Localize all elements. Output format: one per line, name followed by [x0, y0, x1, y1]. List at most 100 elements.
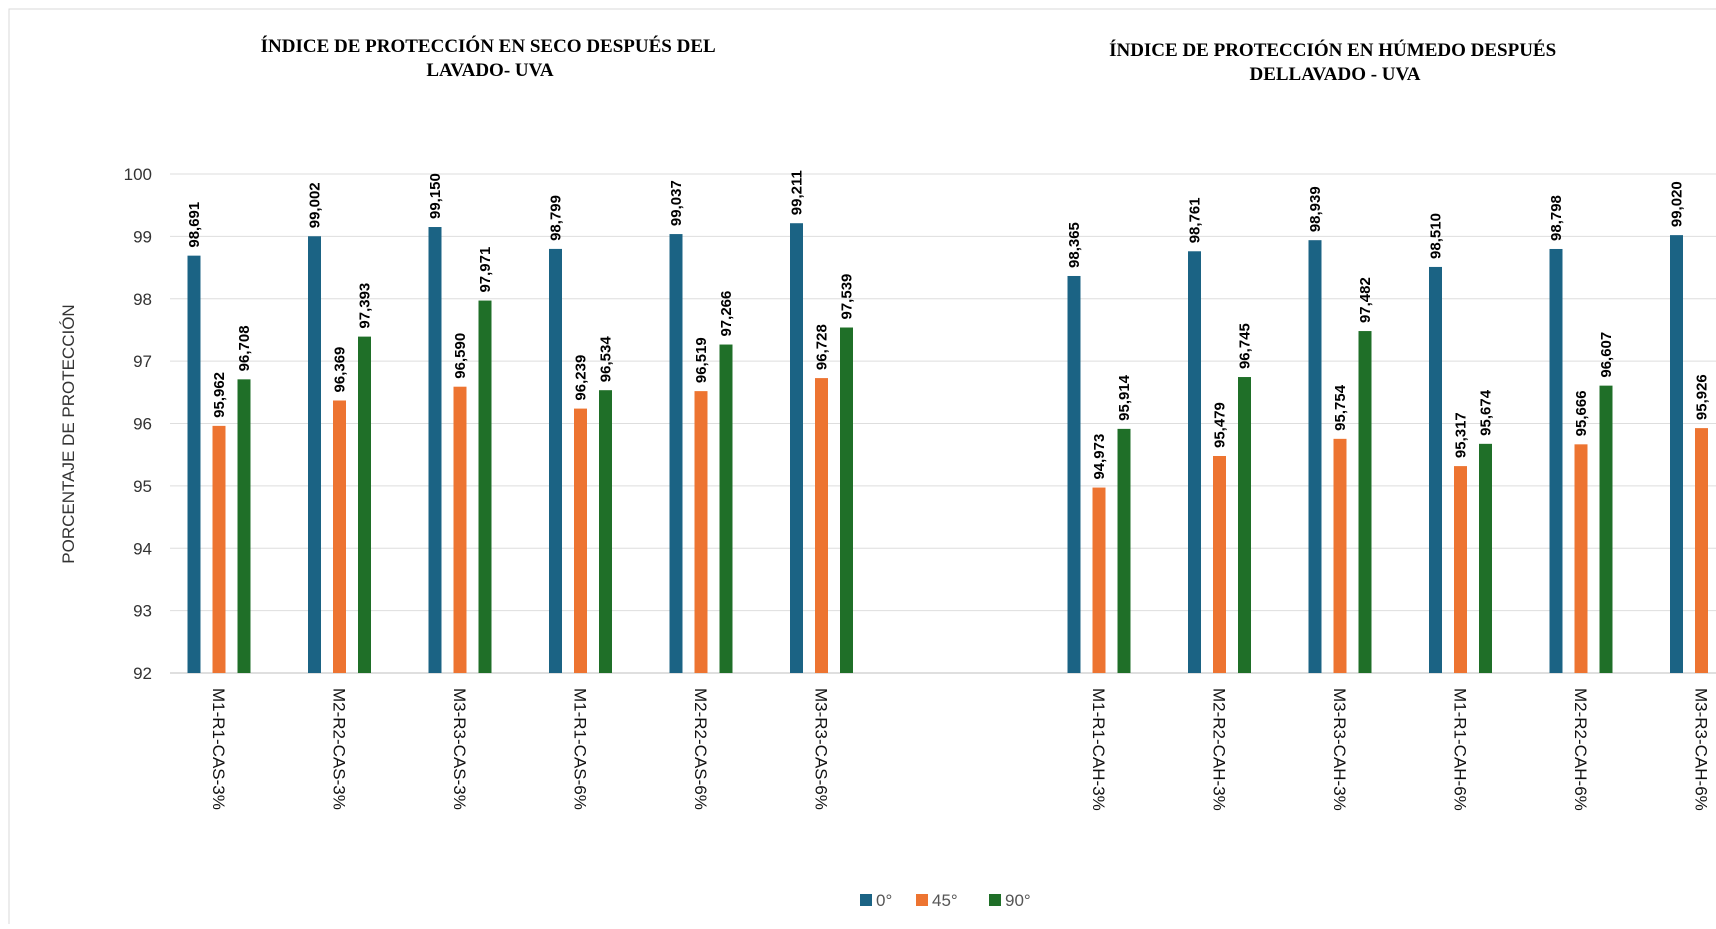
data-label: 95,914 [1116, 374, 1133, 421]
bar-seco-1 [213, 426, 226, 673]
data-label: 95,926 [1694, 374, 1711, 420]
x-category-label: M3-R3-CAS-6% [812, 688, 831, 810]
chart-title-left-line-2: LAVADO- UVA [426, 60, 554, 81]
data-label: 96,708 [236, 325, 253, 371]
bar-humedo-2 [1600, 386, 1613, 673]
data-label: 98,799 [548, 195, 565, 241]
data-label: 98,761 [1187, 197, 1204, 243]
data-label: 95,962 [211, 372, 228, 418]
y-axis-title: PORCENTAJE DE PROTECCIÓN [59, 304, 78, 563]
y-tick-label: 99 [133, 227, 152, 246]
data-label: 96,728 [814, 324, 831, 370]
x-category-label: M3-R3-CAH-6% [1692, 688, 1711, 811]
data-label: 96,590 [452, 333, 469, 379]
data-label: 95,317 [1453, 412, 1470, 458]
legend-label: 90° [1005, 891, 1031, 910]
bar-humedo-1 [1454, 466, 1467, 673]
bar-humedo-1 [1575, 444, 1588, 673]
chart-title-left-line-1: ÍNDICE DE PROTECCIÓN EN SECO DESPUÉS DEL [261, 35, 715, 57]
x-category-label: M3-R3-CAS-3% [450, 688, 469, 810]
y-tick-label: 92 [133, 664, 152, 683]
data-label: 98,691 [186, 202, 203, 248]
bar-humedo-2 [1238, 377, 1251, 673]
bar-humedo-1 [1695, 428, 1708, 673]
y-tick-label: 95 [133, 477, 152, 496]
bars [188, 223, 1716, 673]
data-label: 97,393 [357, 283, 374, 329]
data-label: 95,674 [1478, 389, 1495, 436]
data-label: 96,534 [598, 336, 615, 383]
bar-humedo-0 [1670, 235, 1683, 673]
bar-seco-1 [695, 391, 708, 673]
chart-title-right: ÍNDICE DE PROTECCIÓN EN HÚMEDO DESPUÉS D… [1109, 39, 1561, 85]
data-label: 96,745 [1237, 323, 1254, 369]
x-category-label: M2-R2-CAH-6% [1571, 688, 1590, 811]
data-label: 96,369 [332, 347, 349, 393]
x-category-label: M1-R1-CAS-3% [209, 688, 228, 810]
x-category-label: M2-R2-CAH-3% [1210, 688, 1229, 811]
bar-seco-2 [358, 337, 371, 673]
x-category-label: M1-R1-CAS-6% [571, 688, 590, 810]
bar-seco-0 [670, 234, 683, 673]
data-label: 99,150 [427, 173, 444, 219]
chart-title-right-line-2: DELLAVADO - UVA [1249, 64, 1420, 85]
data-label: 97,539 [839, 274, 856, 320]
chart-title-right-line-1: ÍNDICE DE PROTECCIÓN EN HÚMEDO DESPUÉS [1109, 39, 1556, 61]
legend-swatch [916, 894, 928, 906]
data-labels: 98,691 95,962 96,708 99,002 96,369 97,393 99,1… [186, 170, 1716, 479]
data-label: 97,266 [718, 291, 735, 337]
data-label: 99,211 [789, 170, 806, 215]
bar-seco-0 [308, 236, 321, 673]
y-tick-label: 96 [133, 415, 152, 434]
chart-title-left: ÍNDICE DE PROTECCIÓN EN SECO DESPUÉS DEL… [261, 35, 720, 81]
bar-humedo-0 [1309, 240, 1322, 673]
bar-seco-2 [599, 390, 612, 673]
x-category-label: M1-R1-CAH-3% [1089, 688, 1108, 811]
bar-humedo-2 [1479, 444, 1492, 673]
bar-humedo-0 [1188, 251, 1201, 673]
data-label: 98,798 [1548, 195, 1565, 241]
y-tick-label: 93 [133, 602, 152, 621]
legend-label: 0° [876, 891, 892, 910]
bar-humedo-1 [1093, 488, 1106, 673]
legend-swatch [860, 894, 872, 906]
bar-humedo-1 [1334, 439, 1347, 673]
data-label: 98,939 [1307, 186, 1324, 232]
bar-seco-1 [333, 400, 346, 673]
x-category-label: M2-R2-CAS-3% [330, 688, 349, 810]
x-category-label: M1-R1-CAH-6% [1451, 688, 1470, 811]
data-label: 95,479 [1212, 402, 1229, 448]
data-label: 98,365 [1066, 222, 1083, 268]
bar-humedo-1 [1213, 456, 1226, 673]
bar-seco-1 [454, 387, 467, 673]
data-label: 97,482 [1357, 277, 1374, 323]
bar-humedo-0 [1550, 249, 1563, 673]
data-label: 99,037 [668, 180, 685, 226]
data-label: 96,239 [573, 355, 590, 401]
bar-humedo-0 [1429, 267, 1442, 673]
bar-seco-0 [188, 256, 201, 673]
bar-humedo-2 [1359, 331, 1372, 673]
data-label: 95,666 [1573, 390, 1590, 436]
legend: 0° 45° 90° [860, 891, 1031, 910]
bar-seco-2 [479, 301, 492, 673]
bar-seco-1 [815, 378, 828, 673]
bar-humedo-2 [1118, 429, 1131, 673]
bar-seco-0 [549, 249, 562, 673]
legend-label: 45° [932, 891, 958, 910]
data-label: 94,973 [1091, 434, 1108, 480]
data-label: 99,020 [1669, 181, 1686, 227]
data-label: 97,971 [477, 247, 494, 293]
data-label: 96,519 [693, 337, 710, 383]
bar-seco-0 [790, 223, 803, 673]
bar-seco-2 [720, 345, 733, 673]
data-label: 99,002 [307, 182, 324, 228]
bar-seco-2 [238, 379, 251, 673]
y-tick-label: 100 [124, 165, 152, 184]
y-tick-label: 94 [133, 539, 152, 558]
y-tick-label: 98 [133, 290, 152, 309]
data-label: 96,607 [1598, 332, 1615, 378]
